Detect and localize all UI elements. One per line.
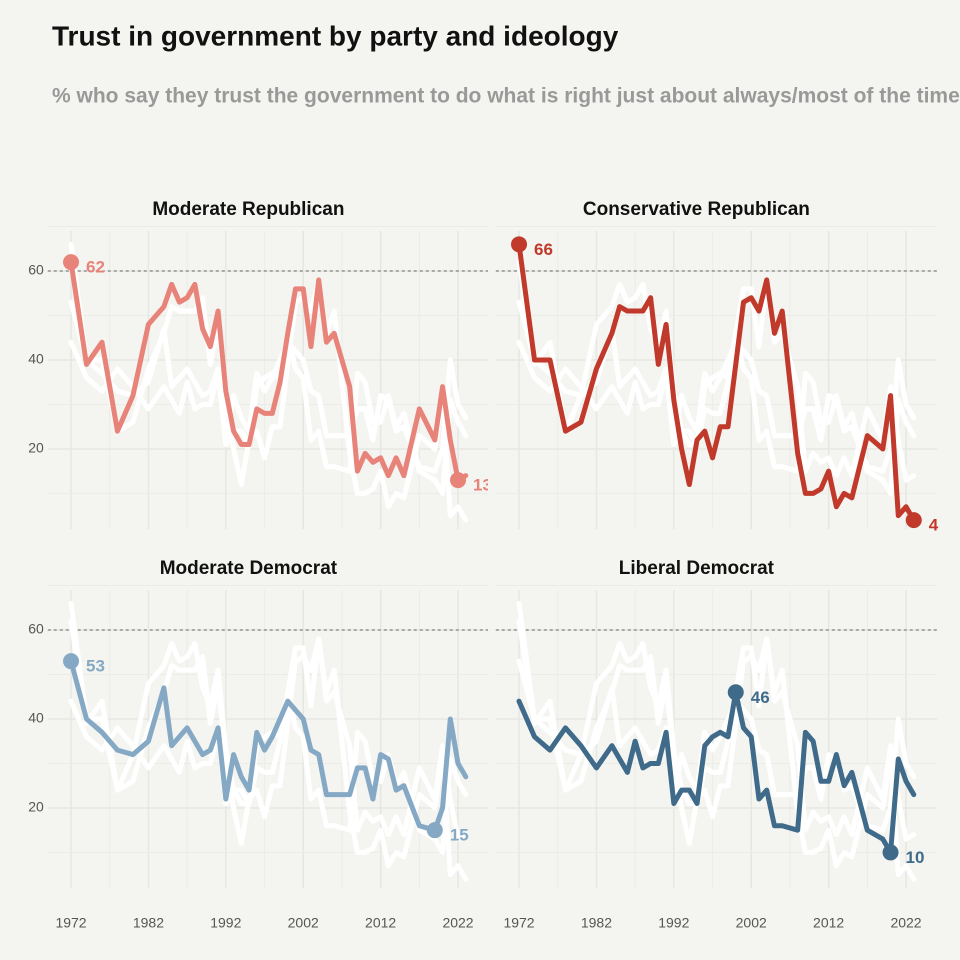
y-tick-label: 40 <box>28 351 44 367</box>
chart-title: Trust in government by party and ideolog… <box>52 20 619 51</box>
x-tick-label: 2012 <box>813 915 844 931</box>
highlight-line <box>68 259 469 483</box>
background-line <box>516 658 917 833</box>
data-label: 10 <box>906 848 925 867</box>
background-line <box>516 259 917 483</box>
data-label: 15 <box>450 826 469 845</box>
extreme-point <box>426 822 443 839</box>
extreme-point <box>63 254 80 271</box>
data-label: 53 <box>86 657 105 676</box>
data-label: 66 <box>534 240 553 259</box>
x-tick-label: 1992 <box>658 915 689 931</box>
chart-subtitle: % who say they trust the government to d… <box>52 85 960 108</box>
panel: 1972 1982 1992 2002 2012 2022 Liberal Democrat… <box>495 558 937 931</box>
panel-title: Moderate Democrat <box>160 558 338 579</box>
background-line <box>68 600 469 882</box>
data-label: 4 <box>929 516 939 535</box>
x-tick-label: 2022 <box>442 915 473 931</box>
x-tick-label: 1992 <box>210 915 241 931</box>
highlight-line <box>516 689 917 855</box>
highlight-line <box>68 658 469 833</box>
panel: 20 40 60 1972 1982 1992 2002 2012 2022 Moderate D… <box>28 558 488 931</box>
x-tick-label: 2012 <box>365 915 396 931</box>
panel-title: Liberal Democrat <box>619 558 775 579</box>
panel-title: Conservative Republican <box>583 199 810 220</box>
x-tick-label: 2002 <box>288 915 319 931</box>
panel-title: Moderate Republican <box>152 199 344 220</box>
background-line <box>516 299 917 474</box>
data-label: 46 <box>751 688 770 707</box>
y-tick-label: 40 <box>28 710 44 726</box>
panel: 20 40 60 Moderate Republican 62 13 <box>28 199 492 529</box>
extreme-point <box>450 472 467 489</box>
x-tick-label: 2022 <box>890 915 921 931</box>
background-line <box>68 241 469 523</box>
highlight-line <box>516 241 917 523</box>
extreme-point <box>727 684 744 701</box>
y-tick-label: 20 <box>28 799 44 815</box>
background-line <box>68 299 469 474</box>
extreme-point <box>511 236 528 253</box>
x-tick-label: 1982 <box>581 915 612 931</box>
data-label: 13 <box>473 476 492 495</box>
extreme-point <box>905 512 922 529</box>
y-tick-label: 60 <box>28 621 44 637</box>
panel: Conservative Republican 66 4 <box>495 199 939 535</box>
data-label: 62 <box>86 258 105 277</box>
background-line <box>516 330 917 496</box>
background-line <box>68 618 469 842</box>
background-line <box>516 618 917 842</box>
x-tick-label: 1972 <box>55 915 86 931</box>
y-tick-label: 20 <box>28 440 44 456</box>
x-tick-label: 1982 <box>133 915 164 931</box>
x-tick-label: 1972 <box>503 915 534 931</box>
extreme-point <box>882 844 899 861</box>
background-line <box>516 600 917 882</box>
extreme-point <box>63 653 80 670</box>
y-tick-label: 60 <box>28 262 44 278</box>
x-tick-label: 2002 <box>736 915 767 931</box>
